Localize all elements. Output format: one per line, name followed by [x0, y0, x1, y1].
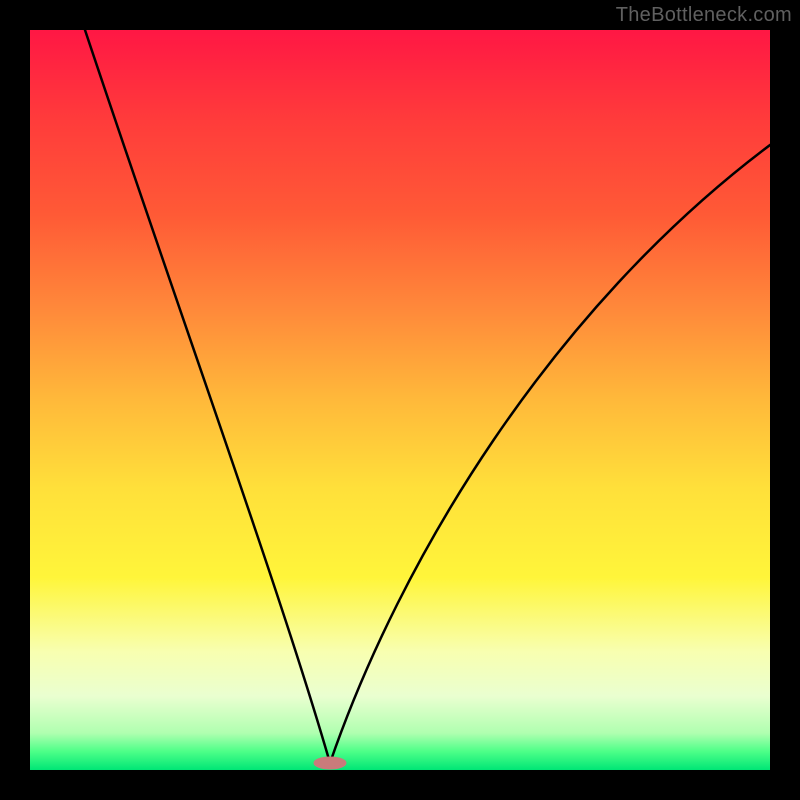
chart-svg [30, 30, 770, 770]
watermark: TheBottleneck.com [616, 4, 792, 27]
valley-marker [314, 757, 346, 769]
bottleneck-chart [30, 30, 770, 770]
chart-background [30, 30, 770, 770]
